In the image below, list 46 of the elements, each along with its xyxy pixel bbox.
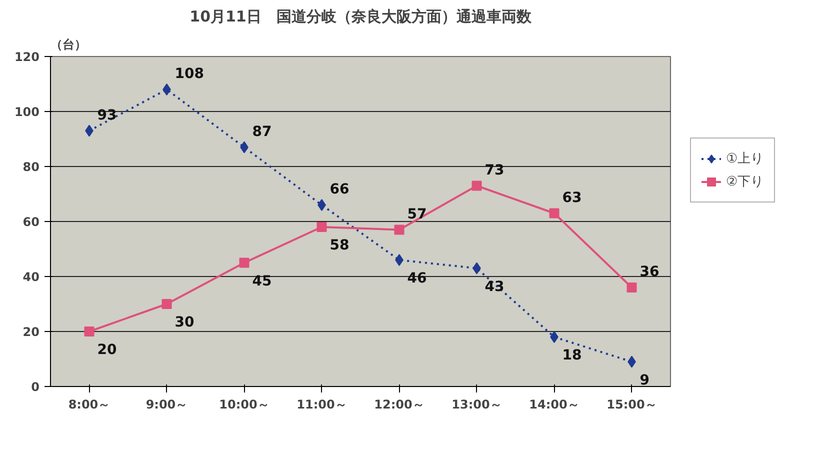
data-label: 58	[330, 238, 350, 254]
x-tick-label: 10:00～	[219, 398, 270, 412]
y-tick-label: 20	[22, 325, 40, 339]
y-tick-label: 40	[22, 270, 40, 284]
point	[394, 224, 404, 235]
data-label: 30	[174, 314, 194, 330]
chart-title: 10月11日 国道分岐（奈良大阪方面）通過車両数	[190, 8, 532, 26]
data-label: 9	[640, 372, 650, 388]
x-tick-label: 15:00～	[606, 398, 657, 412]
point	[550, 331, 558, 343]
x-tick-label: 9:00～	[146, 398, 188, 412]
y-tick-label: 100	[14, 105, 40, 119]
point	[395, 254, 404, 266]
data-label: 20	[97, 342, 117, 358]
y-tick-label: 60	[22, 215, 40, 229]
point	[472, 180, 482, 191]
data-label: 45	[252, 273, 272, 290]
point	[84, 326, 94, 336]
data-label: 36	[640, 264, 660, 280]
data-label: 108	[174, 66, 204, 82]
x-tick-label: 13:00～	[452, 398, 502, 412]
data-label: 63	[562, 190, 582, 206]
x-tick-label: 11:00～	[296, 398, 347, 412]
data-label: 57	[407, 206, 427, 222]
data-label: 43	[484, 278, 504, 295]
data-label: 18	[562, 348, 582, 364]
point	[162, 299, 172, 309]
y-tick-label: 80	[22, 160, 40, 174]
data-label: 66	[330, 182, 350, 198]
x-tick-label: 12:00～	[374, 398, 424, 412]
point	[549, 208, 560, 218]
data-label: 73	[484, 162, 504, 178]
legend-label: ②下り	[726, 173, 764, 190]
x-tick-label: 14:00～	[529, 398, 580, 412]
legend-label: ①上り	[726, 150, 764, 168]
point	[316, 222, 327, 232]
y-tick-label: 120	[14, 50, 40, 64]
point	[239, 258, 250, 268]
point	[162, 84, 171, 96]
data-label: 87	[252, 124, 272, 140]
x-tick-label: 8:00～	[68, 398, 110, 412]
y-tick-label: 0	[31, 380, 40, 394]
data-label: 93	[97, 107, 117, 124]
point	[318, 199, 326, 211]
point	[626, 282, 637, 292]
y-axis-title: （台）	[50, 38, 86, 52]
